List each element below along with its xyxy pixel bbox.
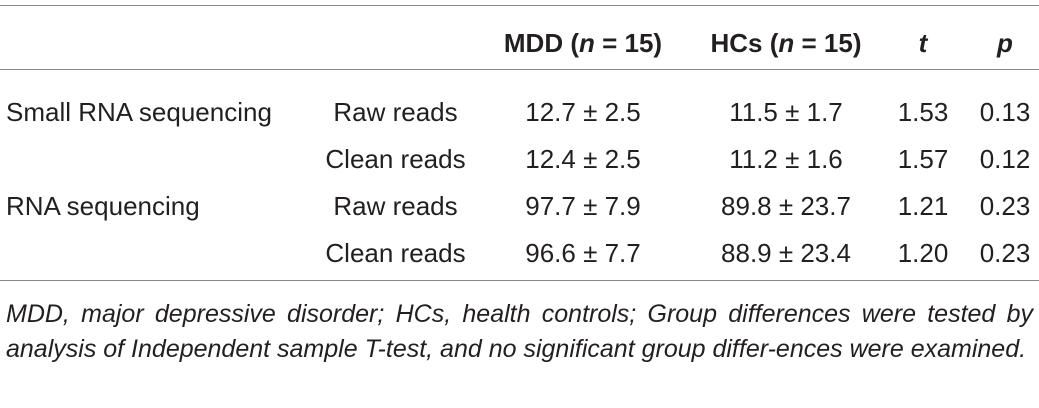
row4-t: 1.20 <box>897 238 949 268</box>
row3-t: 1.21 <box>897 191 949 221</box>
row4-type: Clean reads <box>325 238 466 268</box>
table-bottom-rule <box>0 280 1039 281</box>
row3-mdd: 97.7 ± 7.9 <box>525 191 641 221</box>
row2-hc: 11.2 ± 1.6 <box>729 144 843 174</box>
row1-mdd: 12.7 ± 2.5 <box>525 97 641 127</box>
header-mdd: MDD (n = 15) <box>488 28 678 58</box>
header-p: p <box>972 28 1038 58</box>
row2-type: Clean reads <box>325 144 466 174</box>
header-p-label: p <box>997 28 1013 58</box>
header-hc-prefix: HCs ( <box>710 28 779 58</box>
row4-p: 0.23 <box>979 238 1031 268</box>
row3-category: RNA sequencing <box>6 191 200 221</box>
header-mdd-suffix: = 15) <box>594 28 663 58</box>
row2-mdd: 12.4 ± 2.5 <box>525 144 641 174</box>
table-footnote: MDD, major depressive disorder; HCs, hea… <box>6 300 1033 363</box>
table-header-rule <box>0 69 1039 70</box>
row1-type: Raw reads <box>333 97 458 127</box>
header-t-label: t <box>918 28 928 58</box>
header-hc-n: n <box>778 28 795 58</box>
row3-p: 0.23 <box>979 191 1031 221</box>
row3-hc: 89.8 ± 23.7 <box>721 191 851 221</box>
row3-type: Raw reads <box>333 191 458 221</box>
header-hc-suffix: = 15) <box>794 28 862 58</box>
row2-p: 0.12 <box>979 144 1031 174</box>
header-t: t <box>890 28 956 58</box>
table-top-rule <box>0 5 1039 6</box>
header-mdd-prefix: MDD ( <box>503 28 579 58</box>
row1-category: Small RNA sequencing <box>6 97 272 127</box>
header-hc: HCs (n = 15) <box>696 28 876 58</box>
row4-hc: 88.9 ± 23.4 <box>721 238 851 268</box>
row2-t: 1.57 <box>897 144 949 174</box>
row4-mdd: 96.6 ± 7.7 <box>525 238 641 268</box>
row1-p: 0.13 <box>979 97 1031 127</box>
header-mdd-n: n <box>578 28 595 58</box>
row1-hc: 11.5 ± 1.7 <box>729 97 843 127</box>
row1-t: 1.53 <box>897 97 949 127</box>
